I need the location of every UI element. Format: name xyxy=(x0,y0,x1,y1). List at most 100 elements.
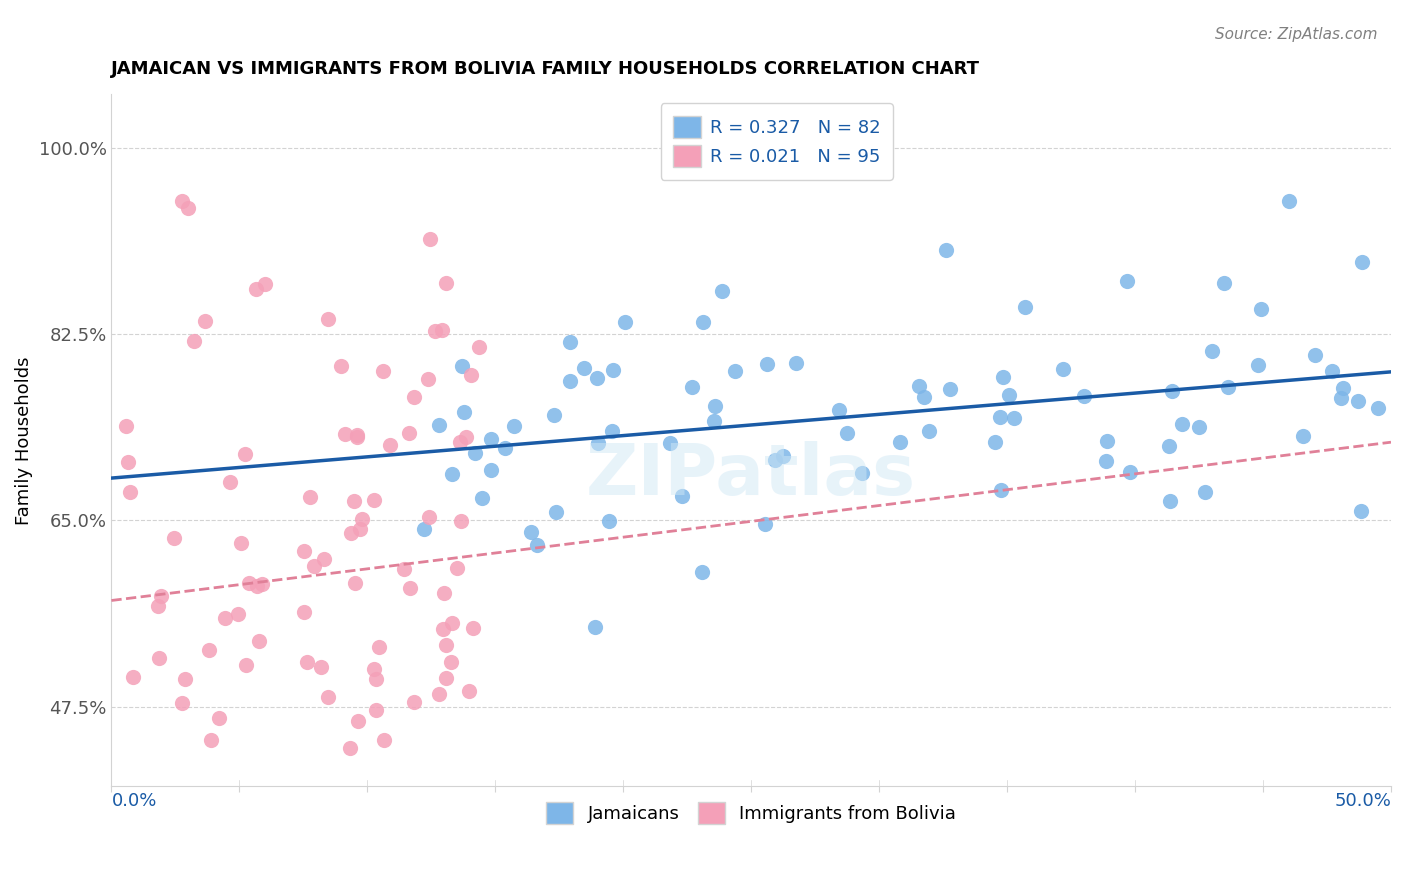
Point xyxy=(218,792,240,806)
Point xyxy=(440,655,463,669)
Point xyxy=(1201,344,1223,359)
Point xyxy=(785,356,807,370)
Point xyxy=(297,655,319,669)
Point xyxy=(430,323,453,337)
Point xyxy=(468,340,491,354)
Point xyxy=(1331,381,1354,395)
Point xyxy=(703,414,725,428)
Point xyxy=(692,315,714,329)
Point xyxy=(889,435,911,450)
Point xyxy=(1014,300,1036,314)
Point xyxy=(912,390,935,404)
Point xyxy=(440,467,463,482)
Point xyxy=(419,232,441,246)
Point xyxy=(1188,420,1211,434)
Point xyxy=(588,435,610,450)
Point xyxy=(208,711,231,725)
Point xyxy=(544,505,567,519)
Point xyxy=(756,357,779,371)
Point xyxy=(1292,428,1315,442)
Point xyxy=(1320,364,1343,378)
Point xyxy=(292,605,315,619)
Point xyxy=(434,276,457,290)
Point xyxy=(703,399,725,413)
Point xyxy=(298,490,321,504)
Point xyxy=(1247,358,1270,372)
Point xyxy=(427,687,450,701)
Point xyxy=(254,277,277,291)
Point xyxy=(458,683,481,698)
Point xyxy=(754,517,776,532)
Point xyxy=(427,417,450,432)
Point xyxy=(183,334,205,348)
Text: 0.0%: 0.0% xyxy=(111,792,157,810)
Text: ZIPatlas: ZIPatlas xyxy=(586,441,917,509)
Point xyxy=(350,511,373,525)
Point xyxy=(118,485,141,500)
Point xyxy=(479,463,502,477)
Point xyxy=(1213,276,1236,290)
Point xyxy=(361,863,384,877)
Point xyxy=(433,585,456,599)
Point xyxy=(990,483,1012,497)
Point xyxy=(364,672,387,686)
Point xyxy=(172,194,194,208)
Point xyxy=(163,531,186,545)
Point xyxy=(245,282,267,296)
Point xyxy=(659,435,682,450)
Point xyxy=(399,582,422,596)
Point xyxy=(446,561,468,575)
Point xyxy=(200,732,222,747)
Point xyxy=(363,492,385,507)
Point xyxy=(440,615,463,630)
Point xyxy=(453,404,475,418)
Point xyxy=(143,804,166,818)
Point xyxy=(115,418,138,433)
Point xyxy=(333,427,356,442)
Point xyxy=(983,435,1005,450)
Point xyxy=(368,640,391,654)
Point xyxy=(339,740,361,755)
Point xyxy=(494,441,516,455)
Point xyxy=(398,798,420,813)
Point xyxy=(918,424,941,438)
Point xyxy=(835,426,858,441)
Point xyxy=(583,620,606,634)
Point xyxy=(309,660,332,674)
Point xyxy=(412,522,434,536)
Point xyxy=(363,662,385,676)
Point xyxy=(998,388,1021,402)
Point xyxy=(404,390,426,404)
Point xyxy=(434,638,457,652)
Point xyxy=(346,430,368,444)
Point xyxy=(449,434,471,449)
Point xyxy=(1194,484,1216,499)
Point xyxy=(235,657,257,672)
Point xyxy=(464,446,486,460)
Point xyxy=(122,670,145,684)
Text: JAMAICAN VS IMMIGRANTS FROM BOLIVIA FAMILY HOUSEHOLDS CORRELATION CHART: JAMAICAN VS IMMIGRANTS FROM BOLIVIA FAMI… xyxy=(111,60,980,78)
Point xyxy=(340,526,363,541)
Point xyxy=(201,803,224,817)
Point xyxy=(148,651,170,665)
Point xyxy=(229,536,252,550)
Point xyxy=(312,552,335,566)
Point xyxy=(398,425,420,440)
Point xyxy=(471,491,494,505)
Point xyxy=(1250,301,1272,316)
Point xyxy=(1116,273,1139,287)
Point xyxy=(346,714,368,728)
Point xyxy=(343,494,366,508)
Point xyxy=(432,622,454,636)
Point xyxy=(502,418,524,433)
Point xyxy=(1002,411,1025,425)
Point xyxy=(690,565,713,579)
Point xyxy=(233,447,256,461)
Point xyxy=(318,690,340,704)
Point xyxy=(1330,391,1353,405)
Point xyxy=(1073,389,1095,403)
Point xyxy=(602,363,624,377)
Point xyxy=(302,559,325,574)
Point xyxy=(1278,194,1301,208)
Point xyxy=(1350,504,1372,518)
